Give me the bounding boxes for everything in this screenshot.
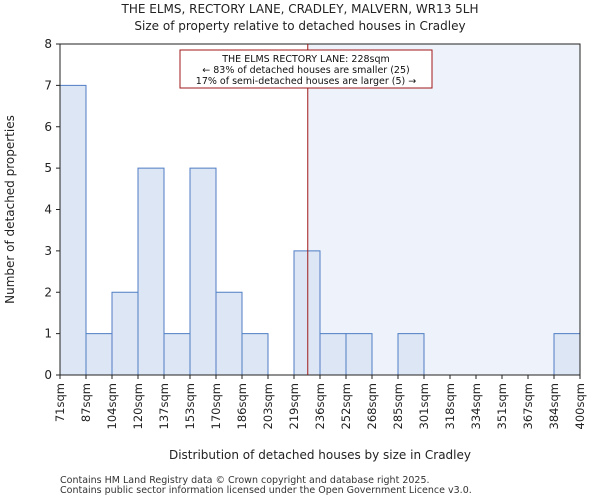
y-tick-label: 1 [44,327,52,341]
bar [293,250,321,376]
x-tick-label: 170sqm [209,383,223,429]
x-tick-label: 367sqm [521,383,535,429]
annotation-box: THE ELMS RECTORY LANE: 228sqm ← 83% of d… [179,49,433,89]
x-tick-label: 219sqm [287,383,301,429]
annotation-line-2: ← 83% of detached houses are smaller (25… [202,65,409,76]
x-tick-label: 384sqm [547,383,561,429]
x-tick-label: 203sqm [261,383,275,429]
bar [59,84,87,376]
bar [163,333,191,376]
x-tick-label: 153sqm [183,383,197,429]
x-tick-label: 334sqm [469,383,483,429]
bar [319,333,347,376]
y-tick-label: 4 [44,203,52,217]
highlight-region [307,44,580,375]
x-tick-label: 268sqm [365,383,379,429]
bar [345,333,373,376]
x-tick-label: 318sqm [443,383,457,429]
x-tick-label: 71sqm [53,383,67,422]
bar [111,291,139,376]
y-axis-label: Number of detached properties [3,115,17,304]
chart-subtitle: Size of property relative to detached ho… [134,19,466,33]
x-tick-label: 186sqm [235,383,249,429]
x-axis: 71sqm 87sqm 104sqm 120sqm 137sqm 153sqm 170sqm… [53,375,587,429]
chart-title: THE ELMS, RECTORY LANE, CRADLEY, MALVERN… [121,2,479,16]
bars-group [59,84,581,376]
y-tick-label: 8 [44,37,52,51]
x-tick-label: 120sqm [131,383,145,429]
x-axis-label: Distribution of detached houses by size … [169,448,471,462]
bar [85,333,113,376]
footer-line-1: Contains HM Land Registry data © Crown c… [60,475,430,486]
x-tick-label: 301sqm [417,383,431,429]
bar [137,167,165,376]
bar [215,291,243,376]
x-tick-label: 87sqm [79,383,93,422]
y-tick-label: 2 [44,285,52,299]
annotation-line-1: THE ELMS RECTORY LANE: 228sqm [221,54,390,65]
bar [189,167,217,376]
y-tick-label: 7 [44,78,52,92]
x-tick-label: 236sqm [313,383,327,429]
y-tick-label: 0 [44,368,52,382]
annotation-line-3: 17% of semi-detached houses are larger (… [196,76,416,87]
y-tick-label: 6 [44,120,52,134]
annotation-frame [179,49,433,89]
footer-line-2: Contains public sector information licen… [60,485,472,496]
x-tick-label: 252sqm [339,383,353,429]
bar [553,333,581,376]
bar [241,333,269,376]
y-tick-label: 3 [44,244,52,258]
y-tick-label: 5 [44,161,52,175]
x-tick-label: 351sqm [495,383,509,429]
x-tick-label: 285sqm [391,383,405,429]
x-tick-label: 137sqm [157,383,171,429]
x-tick-label: 400sqm [573,383,587,429]
x-tick-label: 104sqm [105,383,119,429]
plot-frame [59,43,581,376]
y-axis: 0 1 2 3 4 5 6 7 8 [44,37,60,382]
bar [397,333,425,376]
